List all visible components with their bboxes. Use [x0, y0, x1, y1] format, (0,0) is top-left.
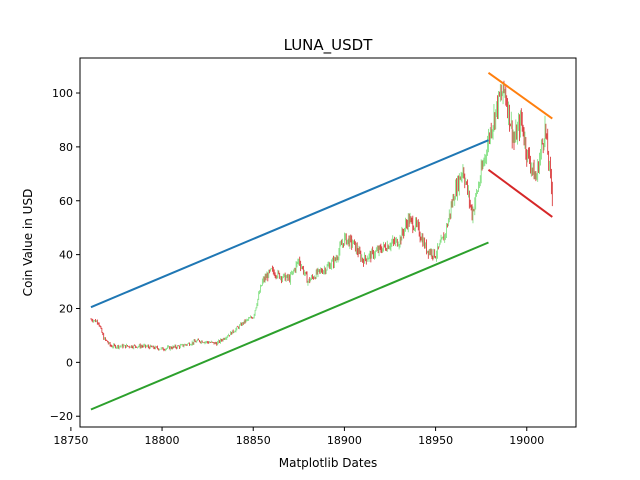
y-tick-label: 40	[59, 249, 73, 262]
trend-line	[90, 139, 489, 309]
trend-line	[487, 72, 553, 120]
candlestick-layer	[90, 80, 553, 352]
y-axis-label: Coin Value in USD	[21, 189, 35, 297]
y-tick-label: 80	[59, 141, 73, 154]
x-tick-label: 18900	[327, 434, 362, 447]
x-tick-label: 18850	[236, 434, 271, 447]
y-tick-label: −20	[50, 410, 73, 423]
x-tick-label: 18750	[53, 434, 88, 447]
trend-line	[487, 168, 553, 218]
x-tick-label: 18800	[145, 434, 180, 447]
axes-frame	[79, 57, 577, 428]
y-tick-label: 100	[52, 87, 73, 100]
y-tick-label: 0	[66, 356, 73, 369]
y-tick-label: 20	[59, 302, 73, 315]
x-tick-label: 19000	[509, 434, 544, 447]
x-axis-ticks: 18750 18800 18850 18900 18950 19000	[53, 427, 544, 447]
trend-line	[90, 241, 489, 411]
y-tick-label: 60	[59, 195, 73, 208]
chart-title: LUNA_USDT	[284, 36, 374, 55]
x-tick-label: 18950	[418, 434, 453, 447]
y-axis-ticks: −20 0 20 40 60 80 100	[50, 87, 80, 423]
x-axis-label: Matplotlib Dates	[279, 456, 377, 470]
trend-lines	[90, 72, 553, 411]
